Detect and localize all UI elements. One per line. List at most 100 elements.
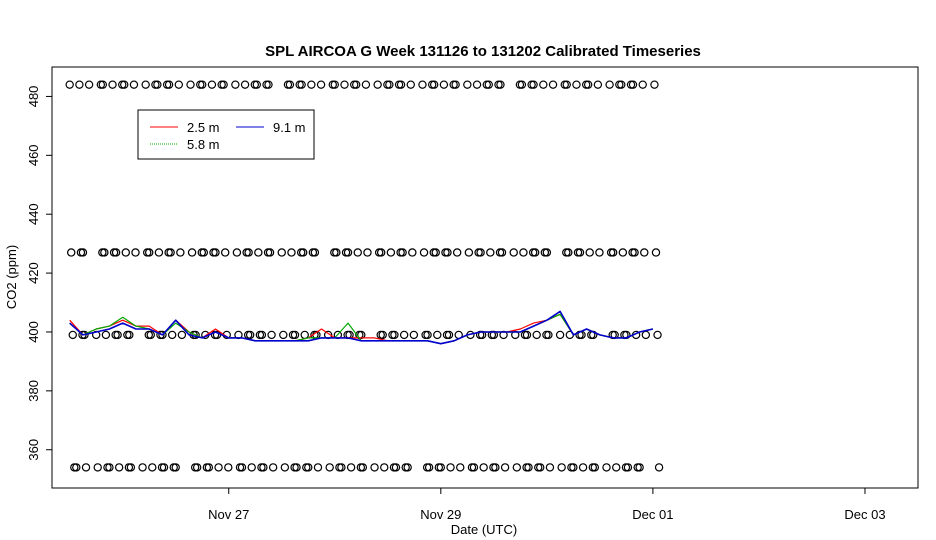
ref-point-1-50 — [398, 248, 407, 257]
ref-point-2-15 — [167, 330, 177, 340]
x-tick-label-3: Dec 03 — [844, 507, 885, 522]
ref-point-0-88 — [650, 80, 659, 89]
ref-point-1-13 — [154, 248, 164, 257]
ref-point-1-77 — [575, 248, 585, 257]
ref-point-0-86 — [638, 80, 647, 89]
ref-point-3-81 — [602, 463, 611, 472]
legend: 2.5 m 5.8 m 9.1 m — [137, 109, 315, 160]
ref-point-3-74 — [557, 463, 566, 472]
ref-point-2-32 — [279, 330, 288, 340]
y-tick-label-3: 420 — [26, 262, 41, 284]
ref-point-2-69 — [522, 330, 532, 340]
ref-point-1-67 — [509, 248, 518, 257]
ref-point-3-22 — [214, 463, 223, 472]
ref-point-1-35 — [298, 248, 308, 257]
y-axis-label: CO2 (ppm) — [4, 245, 19, 309]
ref-point-1-18 — [187, 248, 197, 257]
ref-point-0-60 — [463, 80, 472, 89]
y-axis: 360 380 400 420 440 460 480 — [26, 86, 52, 461]
ref-point-0-68 — [517, 80, 527, 89]
ref-point-2-44 — [357, 330, 366, 340]
ref-point-1-27 — [244, 248, 253, 257]
ref-point-1-12 — [145, 248, 154, 257]
ref-point-3-23 — [224, 463, 233, 472]
ref-point-3-57 — [446, 463, 455, 472]
ref-point-1-85 — [630, 248, 639, 257]
ref-point-2-16 — [177, 330, 187, 340]
ref-point-0-28 — [252, 80, 261, 89]
ref-point-0-13 — [153, 80, 162, 89]
y-tick-label-0: 360 — [26, 439, 41, 461]
ref-point-3-16 — [171, 463, 180, 472]
ref-point-0-37 — [316, 80, 326, 89]
ref-point-3-71 — [536, 463, 545, 472]
y-tick-label-4: 440 — [26, 203, 41, 225]
ref-point-2-27 — [245, 330, 255, 340]
ref-point-3-65 — [500, 463, 510, 472]
ref-point-3-62 — [479, 463, 488, 472]
series-line-9.1m — [69, 310, 654, 345]
ref-point-3-64 — [491, 463, 500, 472]
ref-point-1-58 — [452, 248, 462, 257]
ref-point-3-77 — [578, 463, 588, 472]
ref-point-1-32 — [277, 248, 286, 257]
ref-point-1-37 — [310, 248, 320, 257]
ref-point-0-0 — [65, 80, 74, 89]
ref-point-0-20 — [198, 80, 207, 89]
ref-point-1-0 — [67, 248, 76, 257]
ref-point-3-30 — [268, 463, 278, 472]
ref-point-1-62 — [476, 248, 485, 257]
ref-point-1-2 — [78, 248, 88, 257]
ref-point-3-58 — [456, 463, 465, 472]
ref-point-2-50 — [399, 330, 409, 340]
ref-point-1-79 — [595, 248, 604, 257]
ref-point-1-16 — [176, 248, 185, 257]
ref-point-2-12 — [146, 330, 155, 340]
ref-point-3-79 — [590, 463, 599, 472]
ref-point-3-54 — [424, 463, 434, 472]
ref-point-0-63 — [484, 80, 493, 89]
ref-point-0-50 — [396, 80, 406, 89]
ref-point-0-33 — [285, 80, 295, 89]
x-tick-label-1: Nov 29 — [420, 507, 461, 522]
ref-point-3-27 — [247, 463, 256, 472]
ref-point-0-9 — [129, 80, 139, 89]
ref-point-0-16 — [174, 80, 184, 89]
ref-point-2-49 — [390, 330, 399, 340]
ref-point-3-19 — [192, 463, 202, 472]
ref-point-0-55 — [429, 80, 439, 89]
ref-point-3-32 — [280, 463, 290, 472]
ref-point-0-72 — [548, 80, 558, 89]
series-lines — [69, 310, 654, 345]
ref-point-1-88 — [651, 248, 661, 257]
ref-point-3-6 — [105, 463, 114, 472]
ref-point-1-86 — [640, 248, 649, 257]
ref-point-3-29 — [259, 463, 268, 472]
ref-point-1-70 — [530, 248, 540, 257]
ref-point-2-2 — [80, 330, 89, 340]
ref-point-3-46 — [370, 463, 379, 472]
ref-point-0-30 — [264, 80, 273, 89]
ref-point-3-67 — [512, 463, 522, 472]
x-axis-label: Date (UTC) — [451, 522, 517, 537]
ref-point-3-34 — [292, 463, 301, 472]
ref-point-2-88 — [653, 330, 662, 340]
ref-point-0-43 — [352, 80, 361, 89]
ref-point-3-49 — [391, 463, 401, 472]
ref-point-0-75 — [562, 80, 571, 89]
ref-point-0-23 — [219, 80, 228, 89]
ref-point-1-42 — [343, 248, 353, 257]
ref-point-3-47 — [380, 463, 389, 472]
series-line-5.8m — [69, 313, 654, 345]
y-tick-label-5: 460 — [26, 144, 41, 166]
ref-point-1-28 — [254, 248, 263, 257]
ref-point-2-5 — [101, 330, 111, 340]
ref-point-0-18 — [186, 80, 195, 89]
ref-point-2-74 — [555, 330, 565, 340]
ref-point-2-0 — [68, 330, 77, 340]
ref-point-1-44 — [363, 248, 372, 257]
series-line-2.5m — [69, 313, 654, 345]
ref-point-3-9 — [126, 463, 136, 472]
ref-point-3-4 — [93, 463, 102, 472]
